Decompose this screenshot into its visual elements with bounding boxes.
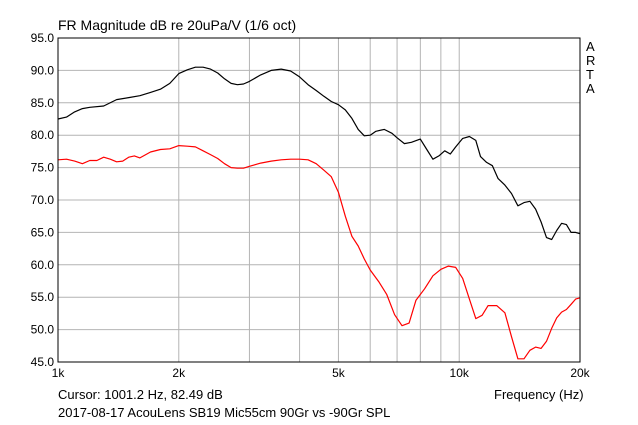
chart-title: FR Magnitude dB re 20uPa/V (1/6 oct) (58, 17, 297, 33)
watermark-letter: R (586, 53, 596, 68)
y-tick-label: 70.0 (31, 193, 55, 207)
x-tick-label: 2k (172, 366, 186, 380)
y-tick-label: 85.0 (31, 96, 55, 110)
response-curve (57, 145, 581, 360)
x-tick-label: 1k (52, 366, 66, 380)
measurement-note: 2017-08-17 AcouLens SB19 Mic55cm 90Gr vs… (58, 405, 391, 420)
watermark-letter: A (586, 39, 595, 54)
cursor-readout: Cursor: 1001.2 Hz, 82.49 dB (58, 387, 223, 402)
plot-frame (57, 37, 581, 363)
x-tick-label: 10k (450, 366, 470, 380)
y-tick-label: 50.0 (31, 323, 55, 337)
y-tick-label: 90.0 (31, 63, 55, 77)
x-tick-labels: 1k 2k 5k 10k 20k (52, 366, 591, 380)
y-tick-label: 65.0 (31, 225, 55, 239)
x-axis-label: Frequency (Hz) (494, 387, 584, 402)
y-tick-label: 45.0 (31, 355, 55, 369)
y-tick-labels: 45.0 50.0 55.0 60.0 65.0 70.0 75.0 80.0 85.0 90.0… (31, 31, 55, 369)
y-tick-label: 55.0 (31, 290, 55, 304)
y-tick-label: 80.0 (31, 128, 55, 142)
x-tick-label: 5k (332, 366, 346, 380)
y-tick-label: 95.0 (31, 31, 55, 45)
x-tick-label: 20k (570, 366, 590, 380)
curves (57, 66, 581, 360)
y-tick-label: 75.0 (31, 161, 55, 175)
y-tick-label: 60.0 (31, 258, 55, 272)
watermark-letter: T (586, 67, 594, 82)
response-curve (57, 66, 581, 241)
watermark-letter: A (586, 81, 595, 96)
grid-lines (58, 37, 581, 363)
